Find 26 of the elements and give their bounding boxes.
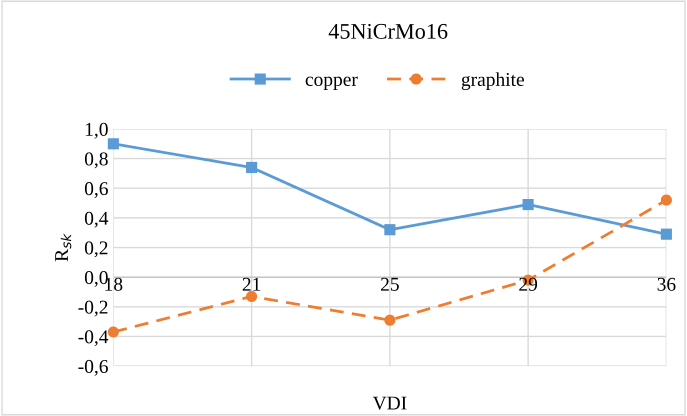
- point: [384, 224, 396, 236]
- y-tick-label: -0,6: [78, 360, 108, 376]
- point: [108, 326, 119, 338]
- point: [108, 138, 119, 150]
- point: [246, 162, 258, 174]
- point: [660, 228, 672, 240]
- x-axis-title: VDI: [372, 396, 406, 410]
- point: [384, 314, 396, 326]
- y-tick-label: 0,8: [84, 152, 108, 168]
- x-tick-label: 21: [242, 278, 260, 291]
- x-tick-label: 29: [519, 278, 538, 291]
- x-tick-label: 36: [658, 278, 676, 291]
- legend-label: copper: [306, 76, 358, 90]
- y-tick-label: 0,4: [84, 212, 108, 228]
- chart-title: 45NiCrMo16: [328, 24, 448, 39]
- y-tick-label: 0,6: [84, 182, 108, 198]
- y-axis-title: R$_{sk}$: [55, 233, 72, 262]
- point: [522, 198, 534, 210]
- x-tick-label: 25: [381, 278, 399, 291]
- legend-label: graphite: [462, 72, 524, 90]
- point: [660, 194, 672, 206]
- y-tick-label: 0,2: [84, 241, 108, 258]
- y-tick-label: -0,4: [78, 330, 108, 346]
- point: [246, 290, 258, 302]
- y-tick-label: -0,2: [78, 300, 108, 317]
- y-tick-label: 1,0: [86, 122, 108, 139]
